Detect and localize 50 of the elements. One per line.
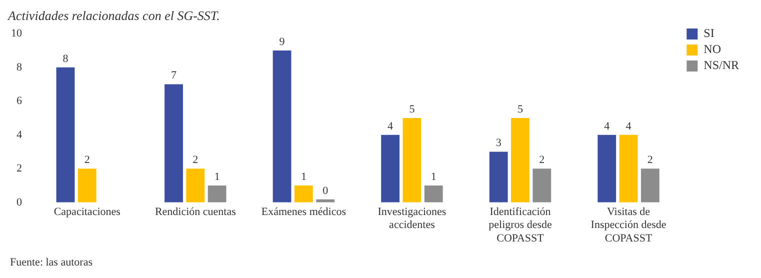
data-label: 4 <box>626 120 632 132</box>
x-tick-label: Identificación peligros desde COPASST <box>488 206 552 244</box>
x-tick-label: Rendición cuentas <box>154 206 236 218</box>
data-label: 4 <box>388 120 394 132</box>
bar <box>598 134 616 202</box>
bar <box>78 168 96 202</box>
data-label: 5 <box>409 103 416 116</box>
y-tick-label: 4 <box>16 128 22 141</box>
data-label: 7 <box>171 70 178 82</box>
bar <box>164 84 183 202</box>
y-tick-label: 2 <box>16 162 22 175</box>
bar <box>532 168 552 202</box>
data-label: 5 <box>517 103 524 116</box>
legend-label: NO <box>704 42 722 56</box>
data-label: 3 <box>496 137 502 150</box>
bar <box>186 168 205 202</box>
bar <box>294 186 313 202</box>
chart-title: Actividades relacionadas con el SG-SST. <box>8 8 221 24</box>
bar <box>56 67 75 202</box>
bar <box>424 186 443 202</box>
x-tick-label: Investigaciones accidentes <box>378 206 446 232</box>
bar <box>402 118 422 202</box>
data-label: 1 <box>300 170 306 183</box>
x-tick-label: Exámenes médicos <box>261 206 346 218</box>
bar <box>619 134 638 202</box>
data-label: 2 <box>192 154 198 166</box>
data-label: 2 <box>539 154 545 166</box>
bar <box>640 168 660 202</box>
source-note: Fuente: las autoras <box>10 256 92 268</box>
data-label: 1 <box>214 170 220 183</box>
data-label: 4 <box>604 120 610 132</box>
bar <box>208 186 226 202</box>
data-label: 1 <box>430 170 436 183</box>
data-label: 9 <box>279 36 286 48</box>
y-tick-label: 0 <box>16 196 22 208</box>
bar <box>381 134 400 202</box>
data-label: 2 <box>647 154 653 166</box>
y-tick-label: 6 <box>16 95 22 108</box>
x-tick-label: Visitas de Inspección desde COPASST <box>590 206 666 244</box>
y-tick-label: 10 <box>11 27 22 40</box>
legend-label: SI <box>704 26 714 40</box>
data-label: 0 <box>322 184 329 197</box>
data-label: 8 <box>62 52 69 65</box>
bar <box>489 152 508 202</box>
bar <box>272 50 292 202</box>
bar <box>511 118 530 202</box>
data-label: 2 <box>84 154 90 166</box>
y-tick-label: 8 <box>16 61 22 74</box>
legend-label: NS/NR <box>704 58 739 72</box>
x-tick-label: Capacitaciones <box>54 206 120 218</box>
